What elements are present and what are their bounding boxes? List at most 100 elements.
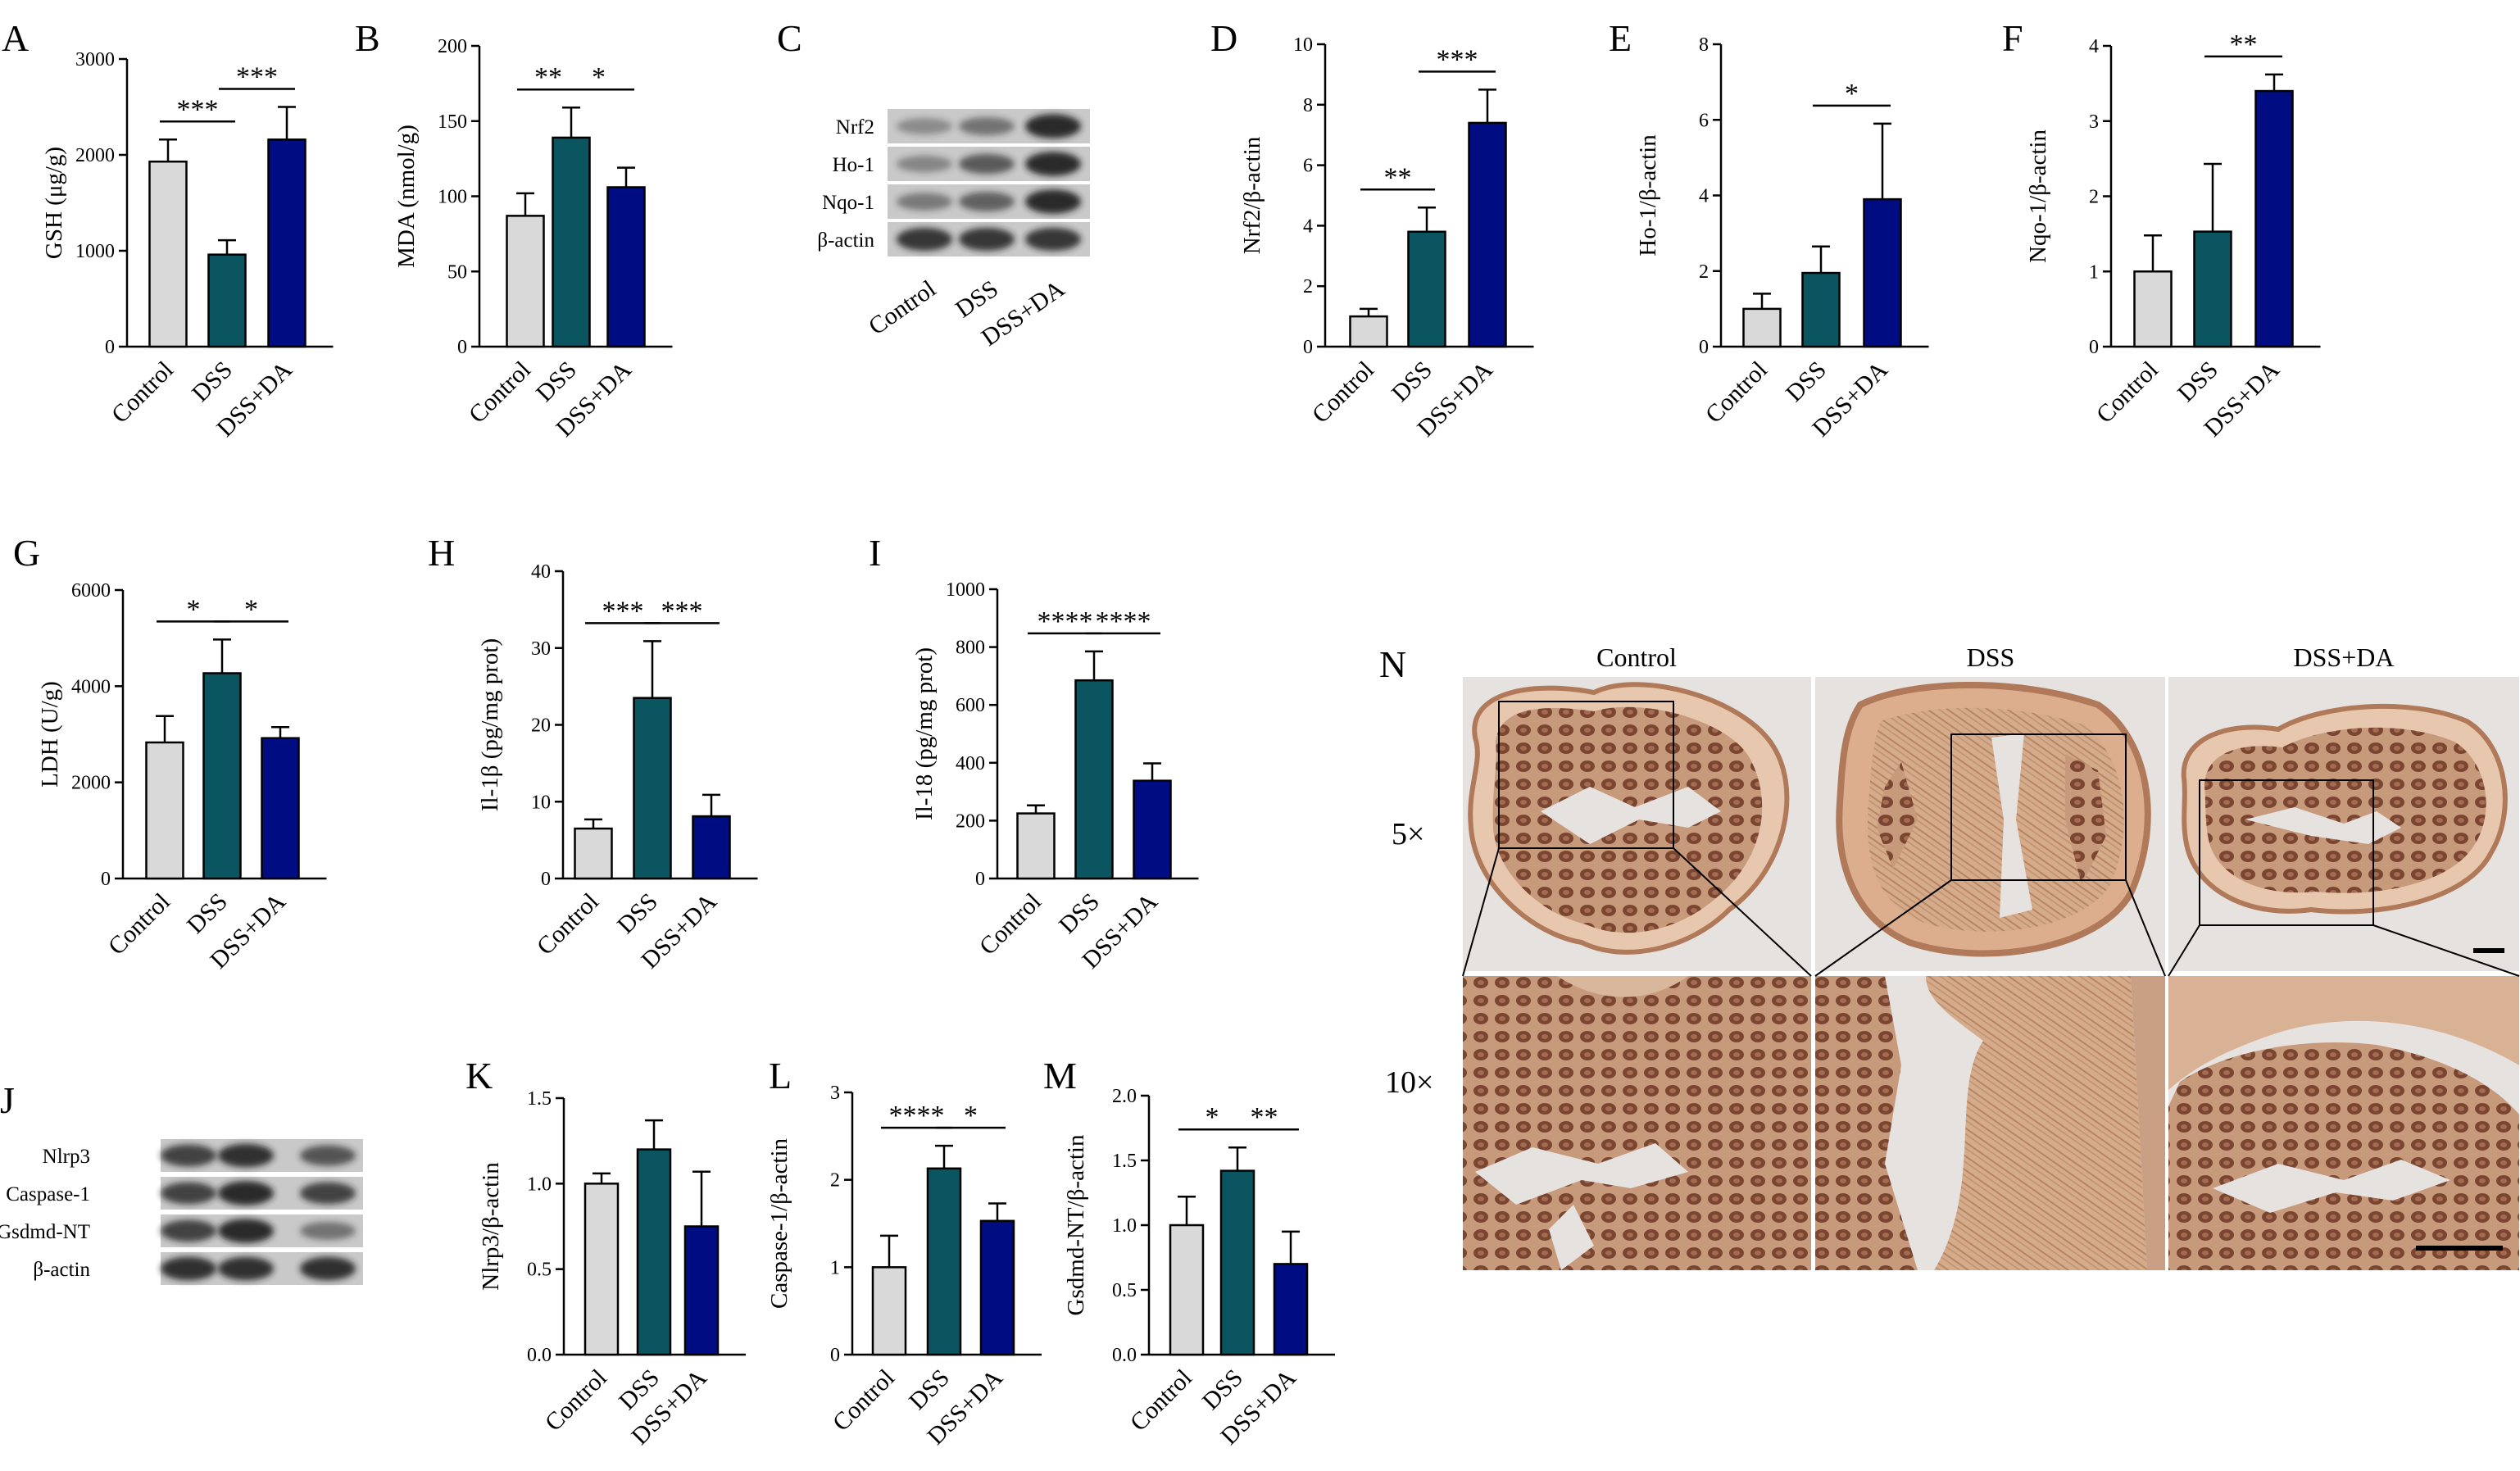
y-axis-label: Ho-1/β-actin [1635, 134, 1661, 257]
inset-box [1498, 701, 1674, 849]
y-tick-label: 3000 [75, 49, 115, 70]
inset-box [2199, 779, 2374, 926]
panel-label-i: I [869, 532, 881, 574]
panel-label-h: H [428, 532, 455, 574]
y-axis-label: LDH (U/g) [37, 681, 63, 788]
histology-image [1815, 677, 2165, 971]
y-tick-label: 4000 [71, 676, 111, 697]
significance-label: **** [889, 1101, 945, 1131]
y-axis-label: MDA (nmol/g) [393, 125, 420, 268]
y-tick-label: 4 [2089, 36, 2099, 57]
y-tick-label: 400 [956, 753, 985, 774]
significance-label: **** [1038, 606, 1093, 637]
y-tick-label: 1.0 [1112, 1215, 1137, 1237]
y-tick-label: 2000 [71, 773, 111, 794]
y-tick-label: 0 [1303, 337, 1313, 358]
magnification-label: 10× [1385, 1065, 1433, 1100]
blot-row-label: Gsdmd-NT [0, 1221, 90, 1243]
y-tick-label: 200 [438, 36, 467, 57]
y-tick-label: 10 [1293, 34, 1313, 56]
category-label: Control [464, 356, 536, 429]
y-tick-label: 0 [830, 1345, 840, 1366]
magnification-label: 5× [1392, 817, 1424, 851]
blot-band [1025, 152, 1081, 176]
histology-image [1463, 677, 1811, 971]
y-tick-label: 100 [438, 187, 467, 208]
histology-image [1815, 976, 2165, 1270]
significance-label: * [964, 1101, 978, 1131]
bar [1801, 271, 1841, 348]
category-label: Control [540, 1364, 612, 1437]
y-tick-label: 8 [1303, 95, 1313, 116]
blot-row-label: β-actin [817, 229, 874, 252]
category-label: Control [1307, 356, 1379, 429]
significance-label: ** [2230, 30, 2258, 60]
blot-band [161, 1182, 216, 1205]
western-blot-j: Nlrp3 Caspase-1 Gsdmd-NT β-actin [0, 1139, 363, 1285]
y-tick-label: 200 [956, 810, 985, 832]
histo-col-label: DSS+DA [2294, 642, 2395, 672]
y-axis-label: GSH (μg/g) [41, 147, 67, 259]
bar [1133, 779, 1172, 880]
histo-col-label: Control [1596, 642, 1677, 672]
category-label: Control [1700, 356, 1773, 429]
category-label: DSS [182, 888, 233, 939]
y-tick-label: 600 [956, 695, 985, 716]
y-tick-label: 8 [1699, 34, 1709, 56]
y-tick-label: 1.5 [527, 1088, 552, 1110]
y-axis-label: Nqo-1/β-actin [2025, 129, 2051, 263]
y-tick-label: 0.0 [527, 1345, 552, 1366]
y-axis-label: Nrf2/β-actin [1239, 136, 1265, 254]
bar [267, 138, 306, 348]
y-tick-label: 6 [1699, 110, 1709, 131]
blot-band [300, 1221, 356, 1241]
blot-band [300, 1145, 356, 1166]
panel-label-j: J [0, 1079, 15, 1121]
y-tick-label: 2 [830, 1170, 840, 1192]
blot-band [1025, 189, 1081, 214]
blot-band [897, 227, 952, 252]
bar [574, 827, 613, 880]
blot-row-label: Nrf2 [836, 116, 874, 138]
blot-band [218, 1143, 274, 1168]
y-tick-label: 3 [2089, 111, 2099, 133]
blot-lane-label: Control [864, 275, 941, 341]
blot-band [218, 1256, 274, 1281]
blot-band [218, 1219, 274, 1243]
bar [2193, 230, 2232, 348]
y-tick-label: 0 [1699, 337, 1709, 358]
bar [1468, 121, 1507, 348]
y-tick-label: 2 [1699, 261, 1709, 283]
histology-image [2168, 976, 2519, 1270]
y-tick-label: 150 [438, 111, 467, 133]
bar [926, 1167, 962, 1356]
histology-image [1463, 976, 1811, 1270]
blot-band [300, 1256, 356, 1281]
blot-band [161, 1256, 216, 1281]
blot-band [897, 118, 952, 134]
blot-band [300, 1182, 356, 1205]
y-tick-label: 2000 [75, 145, 115, 166]
category-label: Control [107, 356, 179, 429]
panel-label-e: E [1609, 17, 1632, 59]
panel-label-k: K [465, 1055, 493, 1096]
bar [1016, 812, 1056, 880]
blot-row-label: β-actin [33, 1259, 90, 1281]
category-label: DSS [2173, 356, 2223, 407]
blot-band [959, 192, 1015, 211]
y-tick-label: 0.0 [1112, 1345, 1137, 1366]
blot-band [1025, 114, 1081, 138]
significance-label: * [187, 594, 201, 624]
panel-label-g: G [13, 532, 40, 574]
histology-image [2168, 677, 2519, 971]
category-label: DSS [1054, 888, 1105, 939]
bar [979, 1219, 1015, 1356]
y-tick-label: 6000 [71, 580, 111, 602]
scale-bar [2473, 948, 2504, 953]
bar [202, 672, 242, 880]
